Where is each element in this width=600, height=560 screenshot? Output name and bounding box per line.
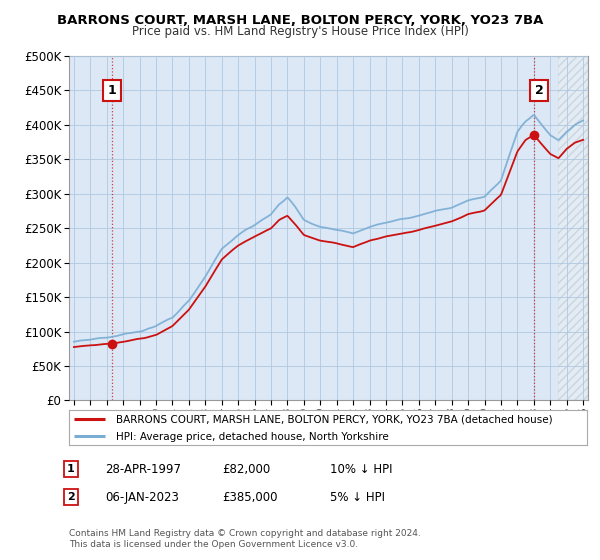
Text: £385,000: £385,000	[222, 491, 277, 504]
Text: BARRONS COURT, MARSH LANE, BOLTON PERCY, YORK, YO23 7BA: BARRONS COURT, MARSH LANE, BOLTON PERCY,…	[57, 14, 543, 27]
Text: 2: 2	[535, 84, 544, 97]
Bar	[559, 56, 588, 400]
Text: BARRONS COURT, MARSH LANE, BOLTON PERCY, YORK, YO23 7BA (detached house): BARRONS COURT, MARSH LANE, BOLTON PERCY,…	[116, 414, 552, 424]
Text: 1: 1	[107, 84, 116, 97]
Text: 10% ↓ HPI: 10% ↓ HPI	[330, 463, 392, 476]
Text: Contains HM Land Registry data © Crown copyright and database right 2024.
This d: Contains HM Land Registry data © Crown c…	[69, 529, 421, 549]
Text: 06-JAN-2023: 06-JAN-2023	[105, 491, 179, 504]
Text: 5% ↓ HPI: 5% ↓ HPI	[330, 491, 385, 504]
Text: 28-APR-1997: 28-APR-1997	[105, 463, 181, 476]
Text: £82,000: £82,000	[222, 463, 270, 476]
Text: HPI: Average price, detached house, North Yorkshire: HPI: Average price, detached house, Nort…	[116, 432, 388, 442]
Text: 2: 2	[67, 492, 74, 502]
Text: 1: 1	[67, 464, 74, 474]
Text: Price paid vs. HM Land Registry's House Price Index (HPI): Price paid vs. HM Land Registry's House …	[131, 25, 469, 38]
Bar	[559, 56, 588, 400]
